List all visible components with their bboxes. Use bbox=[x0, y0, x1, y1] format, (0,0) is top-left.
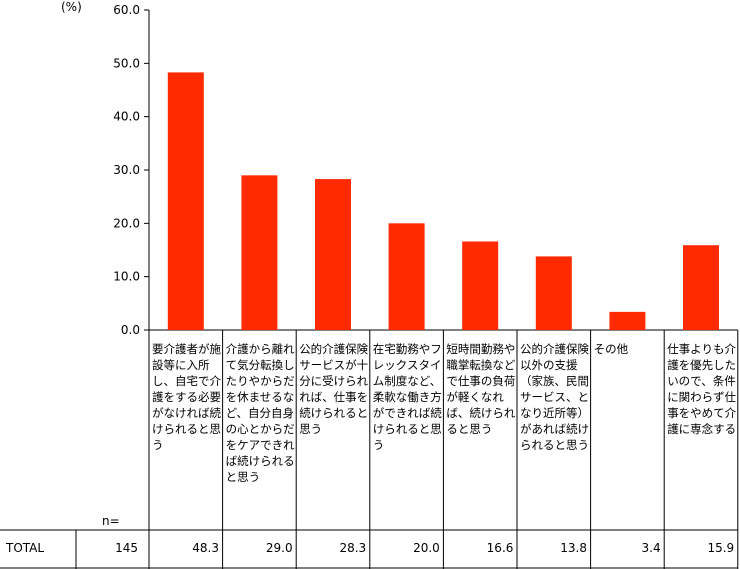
category-label: 介護から離れて気分転換したりやからだを休ませるなど、自分自身の心とからだをケアで… bbox=[225, 342, 295, 484]
y-tick-label: 30.0 bbox=[113, 163, 140, 177]
total-value-cell: 28.3 bbox=[339, 541, 367, 555]
category-label: 要介護者が施設等に入所し、自宅で介護をする必要がなければ続けられると思う bbox=[152, 342, 221, 452]
category-label: 公的介護保険以外の支援（家族、民間サービス、となり近所等）があれば続けられると思… bbox=[520, 342, 589, 452]
bar bbox=[535, 256, 572, 330]
category-label: 仕事よりも介護を優先したいので、条件に関わらず仕事をやめて介護に専念する bbox=[667, 342, 737, 436]
total-value-cell: 16.6 bbox=[486, 541, 514, 555]
total-value-cell: 3.4 bbox=[641, 541, 661, 555]
total-value-cell: 20.0 bbox=[413, 541, 440, 555]
category-label: 短時間勤務や職掌転換などで仕事の負荷が軽くなれば、続けられると思う bbox=[446, 342, 516, 436]
category-label: 在宅勤務やフレックスタイム制度など、柔軟な働き方ができれば続けられると思う bbox=[372, 342, 442, 452]
total-value-cell: 48.3 bbox=[192, 541, 219, 555]
category-label: 公的介護保険サービスが十分に受けられれば、仕事を続けられると思う bbox=[299, 342, 369, 436]
bar bbox=[167, 72, 204, 331]
total-row-label: TOTAL bbox=[6, 541, 45, 555]
y-tick-label: 10.0 bbox=[113, 270, 140, 284]
y-tick-label: 60.0 bbox=[113, 3, 140, 17]
y-unit-label: (%) bbox=[61, 0, 82, 14]
y-tick-label: 20.0 bbox=[113, 216, 140, 230]
bar bbox=[315, 179, 351, 330]
y-tick-label: 0.0 bbox=[121, 323, 140, 337]
category-label: その他 bbox=[593, 342, 629, 356]
bar bbox=[609, 311, 646, 330]
n-header: n= bbox=[102, 514, 120, 528]
total-value-cell: 15.9 bbox=[707, 541, 735, 555]
y-tick-label: 40.0 bbox=[113, 110, 140, 124]
total-value-cell: 13.8 bbox=[560, 541, 587, 555]
bar bbox=[241, 175, 278, 330]
bar bbox=[388, 223, 425, 330]
total-value-cell: 29.0 bbox=[265, 541, 293, 555]
total-n-value: 145 bbox=[115, 541, 138, 555]
y-tick-label: 50.0 bbox=[113, 56, 140, 70]
bar bbox=[462, 241, 499, 330]
bar bbox=[683, 245, 719, 330]
